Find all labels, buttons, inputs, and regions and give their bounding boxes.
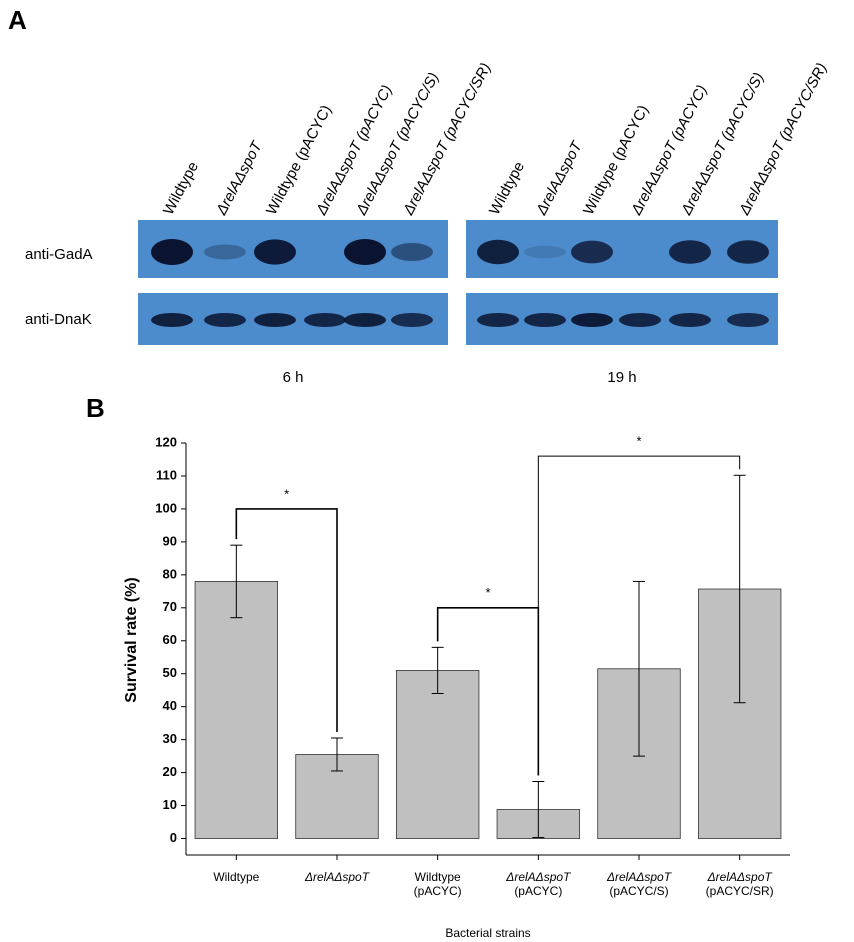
error-bar <box>331 737 343 772</box>
lane-label: ΔrelAΔspoT <box>533 137 587 218</box>
significance-label: * <box>284 486 289 501</box>
x-tick-label: (pACYC) <box>414 884 462 898</box>
y-tick-label: 0 <box>170 830 177 845</box>
blot-band <box>619 313 661 327</box>
significance-bracket <box>436 607 540 776</box>
x-tick-label: ΔrelAΔspoT <box>606 870 673 884</box>
y-tick-label: 60 <box>163 632 177 647</box>
x-tick-label: (pACYC/S) <box>609 884 668 898</box>
x-tick-label: Wildtype <box>415 870 461 884</box>
blot-band <box>524 245 566 259</box>
panel-label: B <box>86 393 105 423</box>
significance-bracket <box>537 455 741 608</box>
y-tick-label: 120 <box>155 434 177 449</box>
blot-band <box>204 244 246 260</box>
lane-label: ΔrelAΔspoT <box>213 137 267 218</box>
significance-bracket <box>235 508 338 732</box>
blot-band <box>344 313 386 327</box>
y-axis-title: Survival rate (%) <box>123 577 140 702</box>
time-label: 6 h <box>283 369 304 386</box>
y-tick-label: 20 <box>163 764 177 779</box>
blot-row-label: anti-GadA <box>25 246 93 263</box>
blot-band <box>727 240 769 264</box>
lane-label: ΔrelAΔspoT (pACYC/SR) <box>400 60 495 218</box>
y-tick-label: 100 <box>155 500 177 515</box>
error-bar <box>633 580 645 757</box>
x-axis-title: Bacterial strains <box>445 926 530 940</box>
x-tick-label: (pACYC) <box>514 884 562 898</box>
x-tick-label: ΔrelAΔspoT <box>304 870 371 884</box>
blot-band <box>254 313 296 327</box>
x-tick-label: ΔrelAΔspoT <box>707 870 774 884</box>
blot-band <box>669 313 711 327</box>
blot-band <box>524 313 566 327</box>
blot-band <box>254 239 296 265</box>
x-tick-label: Wildtype <box>213 870 259 884</box>
blot-band <box>304 313 346 327</box>
error-bar <box>230 544 243 619</box>
blot-band <box>727 313 769 327</box>
y-tick-label: 50 <box>163 665 177 680</box>
blot-band <box>571 240 613 264</box>
y-tick-label: 110 <box>156 467 177 482</box>
blot-band <box>669 240 711 264</box>
significance-label: * <box>636 434 641 449</box>
blot-band <box>391 243 433 261</box>
blot-band <box>477 313 519 327</box>
error-bar <box>733 474 746 704</box>
panel-label: A <box>8 5 27 35</box>
bar <box>395 670 480 839</box>
blot-band <box>391 313 433 327</box>
y-tick-label: 10 <box>163 797 177 812</box>
lane-label: ΔrelAΔspoT (pACYC) <box>313 82 396 218</box>
blot-band <box>151 239 193 265</box>
error-bar <box>532 780 545 839</box>
error-bar <box>431 646 444 694</box>
y-tick-label: 30 <box>163 731 177 746</box>
blot-band <box>477 239 519 265</box>
y-tick-label: 70 <box>163 599 177 614</box>
blot-band <box>151 313 193 327</box>
blot-band <box>204 313 246 327</box>
y-tick-label: 90 <box>163 533 177 548</box>
blot-band <box>344 239 386 265</box>
x-tick-label: (pACYC/SR) <box>706 884 774 898</box>
blot-band <box>571 313 613 327</box>
lane-label: Wildtype <box>486 159 528 218</box>
y-tick-label: 80 <box>163 566 177 581</box>
y-tick-label: 40 <box>163 698 177 713</box>
lane-label: Wildtype <box>160 159 202 218</box>
blot-row-label: anti-DnaK <box>25 311 92 328</box>
x-tick-label: ΔrelAΔspoT <box>505 870 572 884</box>
significance-label: * <box>485 585 490 600</box>
bar <box>194 581 279 839</box>
time-label: 19 h <box>607 369 636 386</box>
